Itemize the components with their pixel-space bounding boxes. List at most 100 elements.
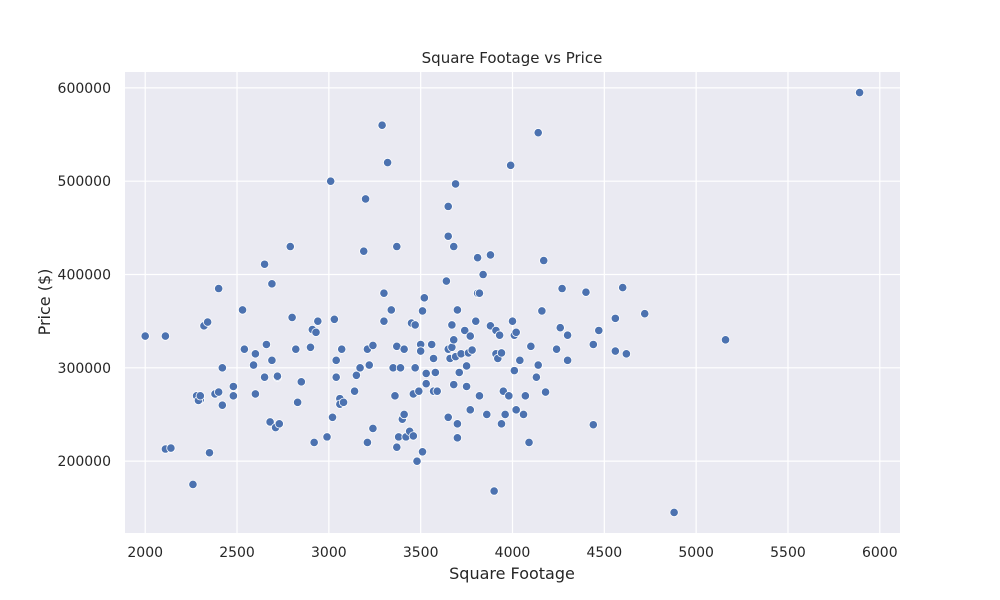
- data-point: [427, 339, 437, 350]
- data-point: [449, 380, 459, 390]
- chart-title: Square Footage vs Price: [422, 49, 603, 67]
- data-point: [217, 400, 227, 410]
- data-point: [287, 312, 297, 323]
- data-point: [311, 327, 321, 337]
- data-point: [293, 397, 303, 407]
- data-point: [329, 314, 339, 324]
- data-point: [259, 372, 270, 382]
- data-point: [495, 330, 505, 340]
- x-tick-label: 4500: [587, 545, 623, 561]
- data-point: [421, 379, 431, 389]
- data-point: [390, 391, 400, 401]
- data-point: [349, 386, 360, 396]
- data-point: [267, 355, 277, 365]
- data-point: [331, 372, 341, 382]
- data-point: [377, 120, 387, 130]
- data-point: [428, 353, 439, 364]
- y-tick-label: 600000: [58, 81, 111, 97]
- x-tick-label: 6000: [862, 545, 898, 561]
- data-point: [237, 305, 248, 315]
- data-point: [228, 381, 238, 392]
- data-point: [610, 313, 620, 323]
- data-point: [410, 320, 420, 330]
- data-point: [452, 433, 463, 443]
- data-point: [327, 412, 338, 422]
- data-point: [399, 344, 409, 354]
- data-point: [362, 437, 373, 448]
- data-point: [533, 128, 543, 138]
- data-point: [537, 306, 547, 316]
- data-point: [443, 412, 453, 422]
- data-point: [272, 371, 283, 381]
- x-axis-label: Square Footage: [449, 564, 575, 583]
- data-point: [441, 276, 451, 286]
- data-point: [465, 405, 475, 415]
- data-point: [351, 370, 361, 380]
- data-point: [386, 305, 396, 315]
- data-point: [326, 176, 336, 186]
- data-point: [364, 360, 374, 370]
- data-point: [203, 317, 213, 327]
- data-point: [267, 279, 277, 289]
- data-point: [379, 288, 389, 298]
- data-point: [449, 241, 459, 252]
- x-tick-label: 3500: [403, 545, 439, 561]
- data-point: [562, 355, 573, 365]
- data-point: [452, 305, 463, 315]
- data-point: [265, 417, 275, 427]
- data-point: [416, 346, 426, 356]
- data-point: [217, 363, 227, 373]
- data-point: [588, 339, 598, 350]
- data-point: [166, 443, 176, 453]
- data-point: [489, 486, 499, 496]
- data-point: [618, 282, 628, 293]
- data-point: [195, 391, 205, 401]
- data-point: [395, 363, 406, 373]
- data-point: [204, 448, 215, 458]
- data-point: [392, 442, 402, 452]
- data-point: [331, 355, 341, 365]
- data-point: [504, 391, 514, 401]
- data-point: [414, 386, 424, 396]
- data-point: [555, 323, 565, 333]
- data-point: [533, 360, 543, 370]
- data-point: [511, 327, 521, 337]
- data-point: [250, 389, 260, 399]
- data-point: [250, 349, 260, 359]
- data-point: [562, 330, 573, 340]
- data-point: [417, 447, 428, 457]
- data-point: [478, 269, 488, 280]
- data-point: [239, 344, 249, 354]
- data-point: [720, 335, 731, 345]
- data-point: [452, 419, 463, 429]
- data-point: [443, 201, 453, 211]
- data-point: [447, 342, 457, 352]
- x-tick-label: 4000: [495, 545, 531, 561]
- y-tick-label: 200000: [58, 454, 111, 470]
- y-tick-labels: 200000 300000 400000 500000 600000: [58, 81, 111, 470]
- data-point: [496, 419, 507, 429]
- data-points: [140, 87, 865, 518]
- data-point: [140, 331, 150, 341]
- data-point: [518, 409, 529, 420]
- data-point: [540, 387, 551, 397]
- x-tick-label: 2000: [127, 545, 163, 561]
- data-point: [399, 409, 409, 420]
- y-tick-label: 400000: [58, 268, 111, 284]
- data-point: [285, 241, 295, 252]
- data-point: [274, 419, 284, 429]
- data-point: [432, 386, 442, 396]
- data-point: [305, 342, 316, 352]
- x-tick-label: 3000: [311, 545, 347, 561]
- data-point: [511, 405, 521, 415]
- data-point: [368, 340, 378, 351]
- x-tick-label: 5000: [678, 545, 714, 561]
- data-point: [261, 339, 272, 350]
- data-point: [421, 368, 431, 379]
- data-point: [640, 309, 650, 319]
- data-point: [610, 346, 620, 356]
- data-point: [520, 391, 530, 401]
- data-point: [621, 349, 631, 359]
- data-point: [214, 283, 224, 294]
- y-tick-label: 300000: [58, 361, 111, 377]
